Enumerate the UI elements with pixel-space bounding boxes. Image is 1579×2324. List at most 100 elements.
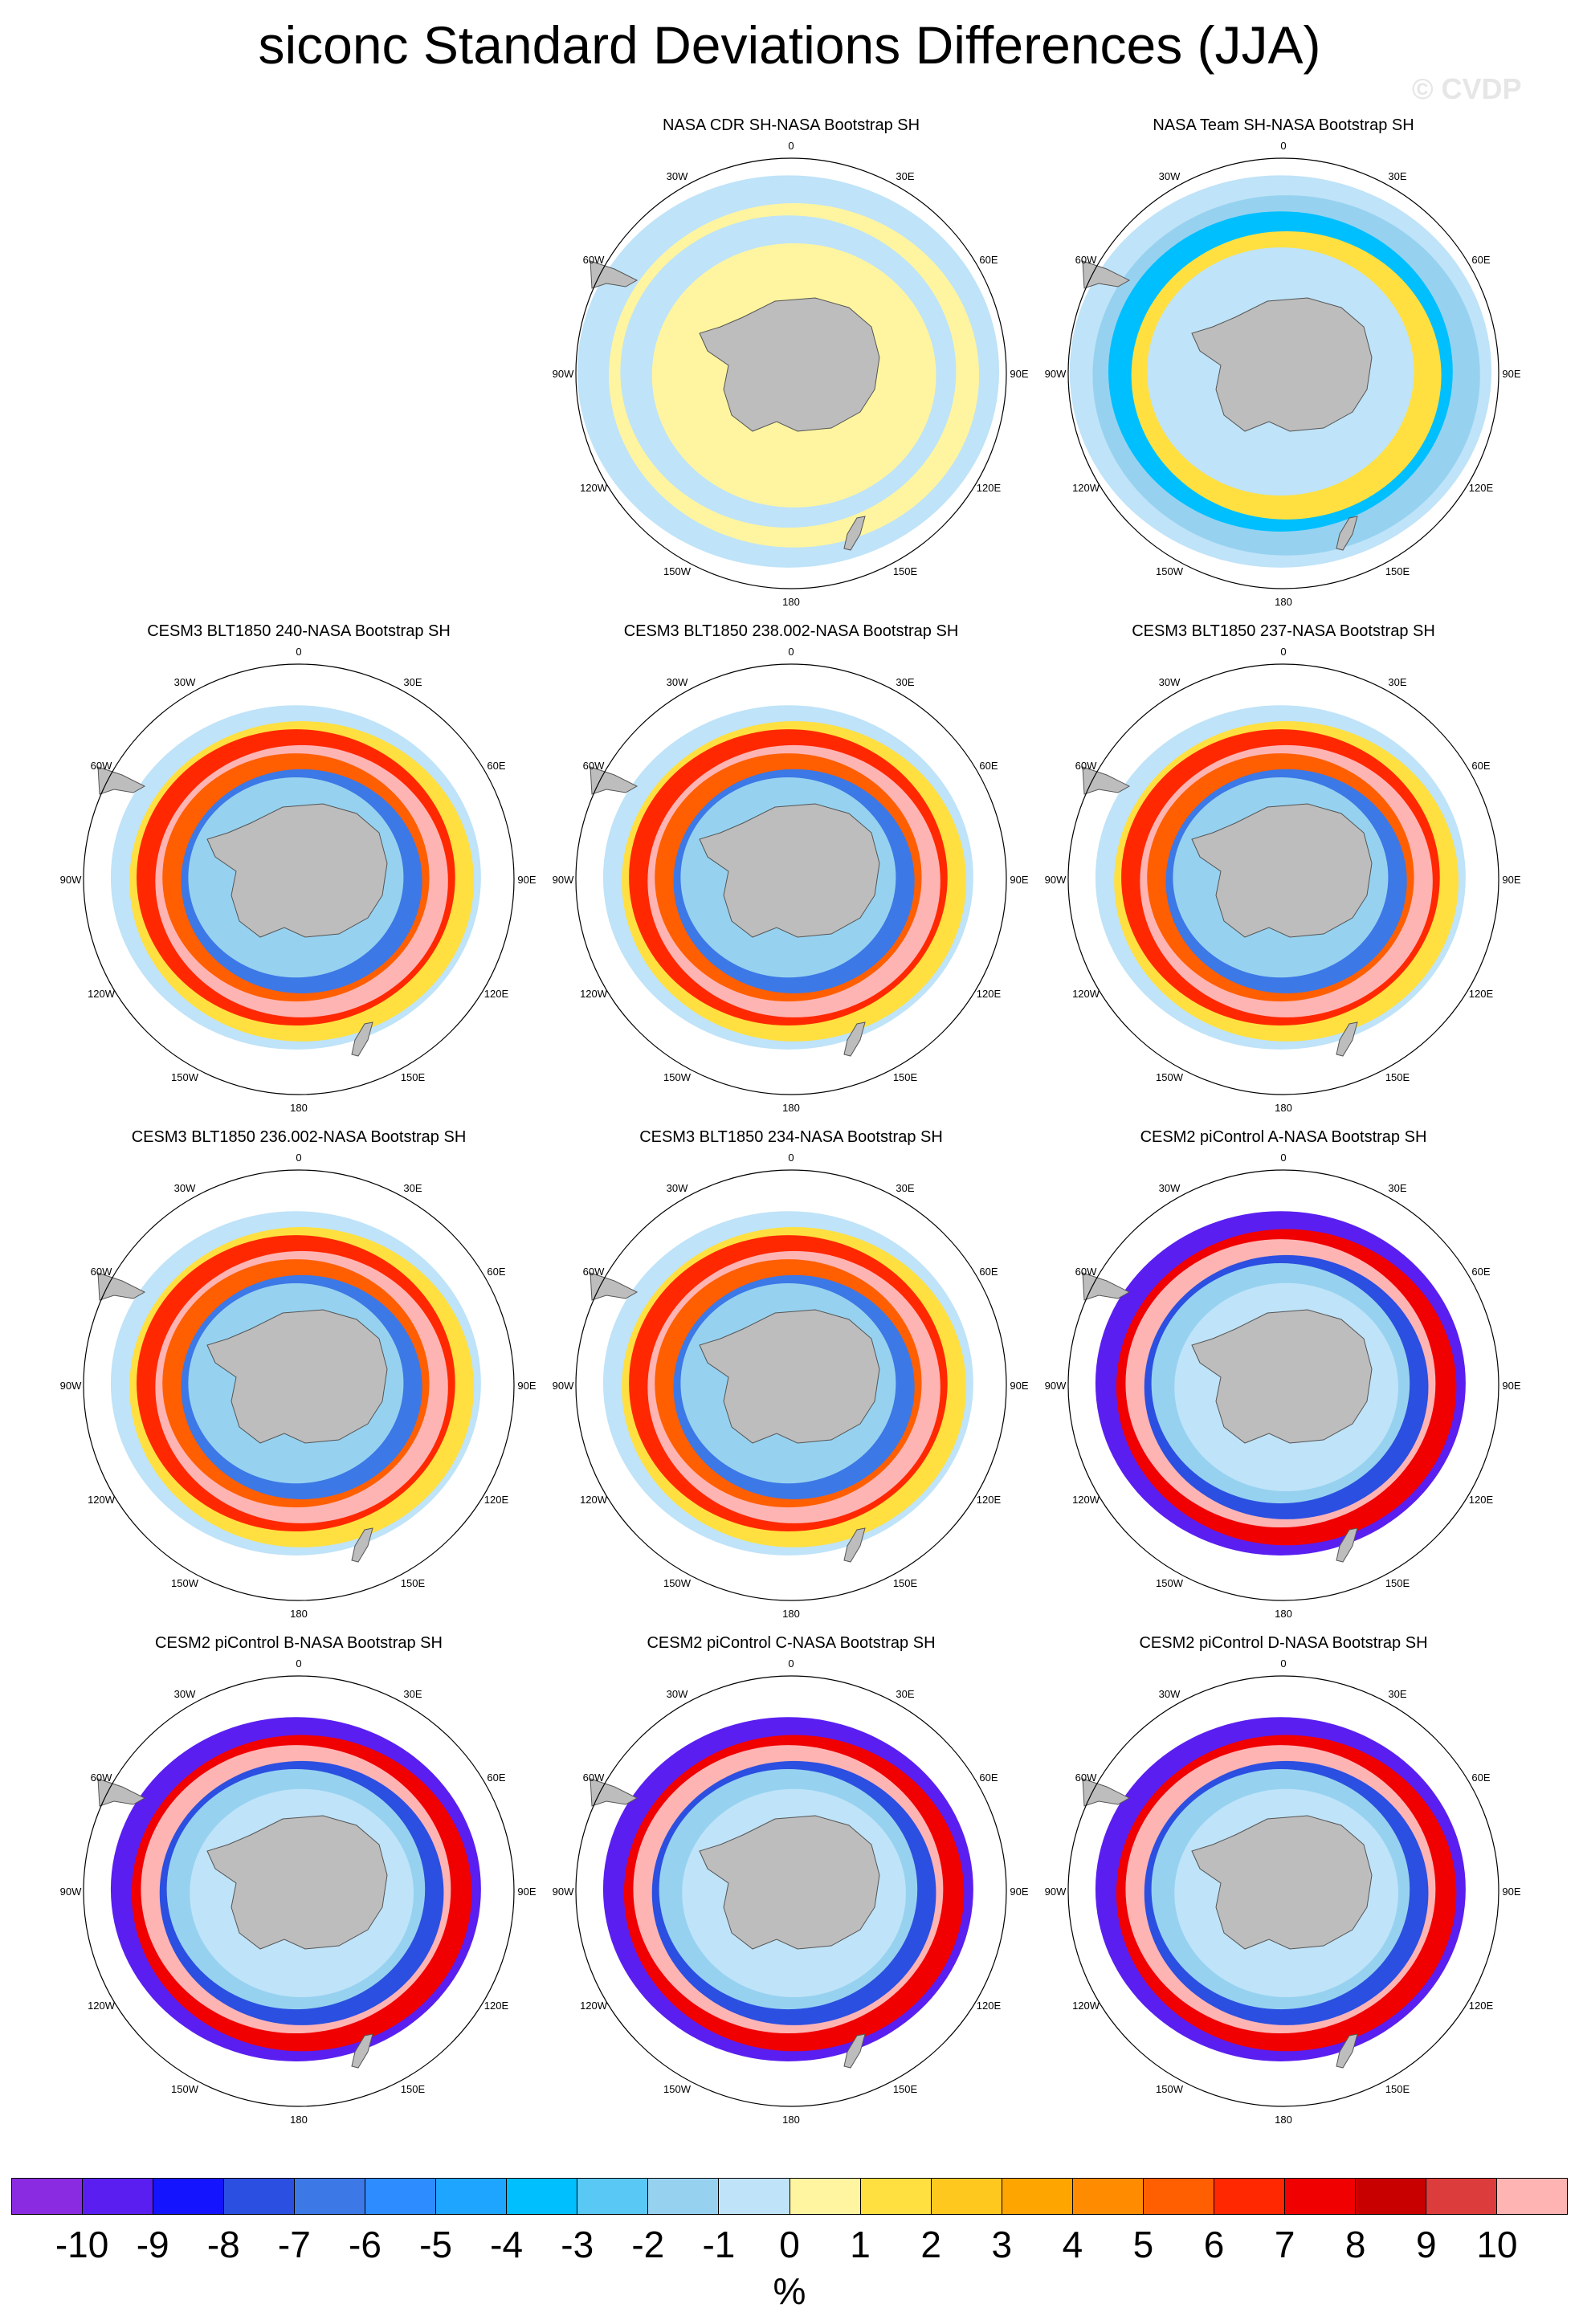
longitude-label: 0 [1280, 646, 1286, 658]
panel-title: CESM3 BLT1850 237-NASA Bootstrap SH [1132, 622, 1435, 640]
longitude-label: 30W [667, 170, 688, 182]
longitude-label: 60E [1471, 1266, 1490, 1278]
south-america-landmass [1082, 766, 1131, 795]
map-panel: CESM3 BLT1850 236.002-NASA Bootstrap SH 0… [50, 1128, 548, 1626]
map-boundary [575, 663, 1007, 1095]
longitude-label: 60W [91, 1772, 112, 1784]
south-america-landmass [97, 1778, 146, 1807]
colorbar-tick-label: 1 [850, 2224, 871, 2265]
longitude-label: 30E [896, 1688, 914, 1700]
longitude-label: 150E [893, 565, 918, 577]
map-boundary [575, 1675, 1007, 2107]
longitude-label: 90E [1010, 368, 1028, 380]
colorbar-tick-label: -4 [490, 2224, 524, 2265]
longitude-label: 150W [663, 1071, 692, 1083]
colorbar-tick-label: -10 [55, 2224, 109, 2265]
longitude-label: 90W [60, 1380, 82, 1392]
map-panel: NASA Team SH-NASA Bootstrap SH 0 30E 60E 90E… [1034, 116, 1532, 614]
longitude-label: 90W [1045, 1380, 1067, 1392]
longitude-label: 150E [1385, 565, 1410, 577]
colorbar-tick-label: 8 [1344, 2224, 1366, 2265]
longitude-label: 120E [1469, 988, 1494, 1000]
longitude-label: 30E [1388, 676, 1406, 688]
longitude-label: 90E [1502, 1886, 1520, 1898]
longitude-label: 90W [1045, 1886, 1067, 1898]
longitude-label: 60E [979, 1266, 998, 1278]
longitude-label: 120W [88, 2000, 116, 2012]
colorbar-segment [295, 2179, 366, 2214]
new-zealand-landmass [843, 1021, 866, 1057]
panel-title: CESM3 BLT1850 240-NASA Bootstrap SH [147, 622, 451, 640]
longitude-label: 60E [1471, 254, 1490, 266]
map-panel: CESM3 BLT1850 238.002-NASA Bootstrap SH 0… [542, 622, 1040, 1120]
longitude-label: 120E [977, 482, 1002, 494]
longitude-label: 90W [60, 874, 82, 886]
new-zealand-landmass [1336, 2033, 1358, 2069]
colorbar-tick-label: -9 [136, 2224, 169, 2265]
longitude-label: 150E [893, 1577, 918, 1589]
longitude-label: 180 [1275, 1102, 1292, 1114]
panel-title: NASA Team SH-NASA Bootstrap SH [1153, 116, 1414, 134]
map-panel: CESM3 BLT1850 240-NASA Bootstrap SH 0 30E 6… [50, 622, 548, 1120]
longitude-label: 0 [788, 646, 794, 658]
longitude-label: 150E [893, 1071, 918, 1083]
colorbar-tick-label: -8 [206, 2224, 240, 2265]
longitude-label: 30E [403, 1182, 422, 1194]
longitude-label: 30W [1159, 676, 1181, 688]
colorbar-tick-label: 7 [1274, 2224, 1295, 2265]
south-america-landmass [1082, 260, 1131, 289]
longitude-label: 150W [171, 2083, 199, 2095]
longitude-label: 0 [296, 1152, 301, 1164]
colorbar-segment [1143, 2179, 1214, 2214]
longitude-label: 180 [1275, 596, 1292, 608]
longitude-label: 120E [1469, 2000, 1494, 2012]
map-boundary [575, 1169, 1007, 1601]
colorbar-tick-label: 10 [1476, 2224, 1518, 2265]
colorbar-segment [12, 2179, 84, 2214]
map-panel: CESM3 BLT1850 237-NASA Bootstrap SH 0 30E 6… [1034, 622, 1532, 1120]
panel-title: CESM2 piControl C-NASA Bootstrap SH [647, 1634, 936, 1652]
longitude-label: 0 [296, 1657, 301, 1670]
longitude-label: 30W [174, 676, 196, 688]
map-boundary [83, 1675, 515, 2107]
map-panel: CESM2 piControl B-NASA Bootstrap SH 0 30E 6… [50, 1634, 548, 2132]
panel-title: CESM3 BLT1850 236.002-NASA Bootstrap SH [131, 1128, 467, 1146]
south-america-landmass [97, 1272, 146, 1301]
panel-title: CESM2 piControl A-NASA Bootstrap SH [1140, 1128, 1427, 1146]
colorbar-segment [1496, 2179, 1568, 2214]
antarctica-landmass [699, 1815, 880, 1950]
new-zealand-landmass [843, 516, 866, 551]
new-zealand-landmass [351, 1527, 373, 1563]
longitude-label: 60W [1075, 760, 1097, 772]
longitude-label: 150W [1156, 565, 1184, 577]
polar-map: 0 30E 60E 90E 120E 150E 180 150W 120W 90W 60W 30W [553, 1657, 1029, 2126]
polar-map: 0 30E 60E 90E 120E 150E 180 150W 120W 90W 60W 30W [553, 646, 1029, 1114]
longitude-label: 60E [1471, 760, 1490, 772]
panel-title: CESM3 BLT1850 238.002-NASA Bootstrap SH [623, 622, 959, 640]
longitude-label: 30W [1159, 1182, 1181, 1194]
antarctica-landmass [1191, 1815, 1373, 1950]
longitude-label: 120E [977, 1494, 1002, 1506]
longitude-label: 0 [788, 1152, 794, 1164]
antarctica-landmass [206, 1815, 388, 1950]
new-zealand-landmass [351, 1021, 373, 1057]
colorbar-segment [577, 2179, 649, 2214]
longitude-label: 0 [1280, 140, 1286, 152]
map-boundary [1067, 1675, 1499, 2107]
longitude-label: 120W [1072, 1494, 1100, 1506]
antarctica-landmass [1191, 1309, 1373, 1444]
colorbar-tick-label: 3 [991, 2224, 1013, 2265]
colorbar-units: % [773, 2270, 806, 2312]
map-boundary [1067, 157, 1499, 589]
new-zealand-landmass [351, 2033, 373, 2069]
new-zealand-landmass [843, 1527, 866, 1563]
longitude-label: 0 [1280, 1657, 1286, 1670]
polar-map: 0 30E 60E 90E 120E 150E 180 150W 120W 90W 60W 30W [1045, 140, 1521, 608]
colorbar-segment [365, 2179, 437, 2214]
longitude-label: 60W [583, 760, 605, 772]
longitude-label: 30W [174, 1182, 196, 1194]
south-america-landmass [1082, 1272, 1131, 1301]
polar-map: 0 30E 60E 90E 120E 150E 180 150W 120W 90W 60W 30W [1045, 1657, 1521, 2126]
longitude-label: 60W [1075, 254, 1097, 266]
longitude-label: 60E [979, 760, 998, 772]
